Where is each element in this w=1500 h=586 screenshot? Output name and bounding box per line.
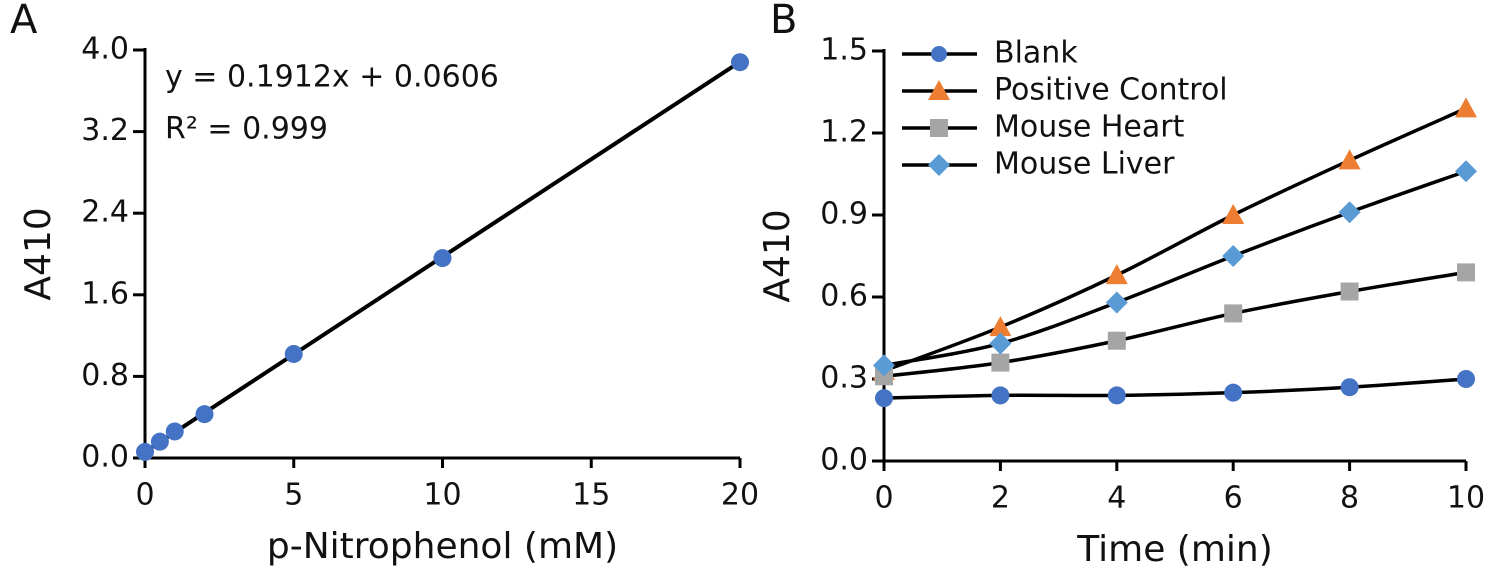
marker bbox=[1107, 331, 1126, 350]
marker bbox=[1105, 264, 1128, 285]
legend-marker bbox=[931, 46, 947, 62]
legend-marker bbox=[928, 154, 950, 176]
series-line bbox=[883, 169, 1467, 368]
x-tick-label: 8 bbox=[1340, 481, 1359, 516]
marker bbox=[989, 316, 1012, 337]
marker bbox=[1222, 245, 1245, 267]
x-tick-label: 10 bbox=[423, 478, 461, 513]
point bbox=[150, 432, 169, 451]
marker bbox=[1340, 378, 1359, 397]
panel-label: A bbox=[10, 0, 38, 43]
x-tick-label: 2 bbox=[991, 481, 1010, 516]
panel-label: B bbox=[770, 0, 797, 43]
x-axis-title: p-Nitrophenol (mM) bbox=[267, 526, 618, 567]
marker bbox=[1455, 97, 1477, 118]
marker bbox=[1457, 370, 1475, 388]
marker bbox=[1338, 149, 1361, 170]
legend-label: Blank bbox=[994, 36, 1078, 71]
marker bbox=[1457, 263, 1475, 282]
marker bbox=[1224, 304, 1243, 323]
y-axis-title: A410 bbox=[18, 207, 59, 300]
y-tick-label: 3.2 bbox=[81, 113, 129, 148]
x-tick-label: 0 bbox=[874, 481, 893, 516]
y-axis-title: A410 bbox=[757, 209, 798, 302]
y-tick-label: 0.9 bbox=[820, 197, 868, 232]
x-tick-label: 0 bbox=[135, 478, 154, 513]
legend-marker bbox=[928, 80, 950, 100]
marker bbox=[1340, 282, 1359, 301]
x-tick-label: 10 bbox=[1447, 481, 1485, 516]
y-tick-label: 0.3 bbox=[820, 361, 868, 396]
series-line bbox=[883, 377, 1467, 400]
legend-label: Mouse Heart bbox=[994, 110, 1185, 145]
marker bbox=[1338, 201, 1361, 224]
y-tick-label: 1.6 bbox=[81, 276, 129, 311]
x-tick-label: 4 bbox=[1107, 481, 1126, 516]
legend-marker bbox=[930, 119, 948, 137]
y-tick-label: 0.6 bbox=[820, 279, 868, 314]
x-tick-label: 20 bbox=[721, 478, 759, 513]
annotation: y = 0.1912x + 0.0606 bbox=[165, 60, 499, 95]
y-tick-label: 4.0 bbox=[81, 32, 129, 67]
point bbox=[136, 442, 154, 461]
x-tick-label: 5 bbox=[284, 478, 303, 513]
marker bbox=[875, 389, 893, 408]
marker bbox=[991, 353, 1010, 372]
point bbox=[433, 249, 452, 268]
marker bbox=[991, 386, 1010, 405]
marker bbox=[873, 354, 895, 377]
point bbox=[284, 344, 303, 363]
point bbox=[731, 53, 749, 72]
point bbox=[165, 422, 184, 441]
marker bbox=[1107, 386, 1126, 405]
marker bbox=[989, 332, 1012, 355]
series-line bbox=[883, 270, 1467, 379]
legend-label: Positive Control bbox=[994, 73, 1228, 108]
x-axis-title: Time (min) bbox=[1076, 529, 1273, 570]
marker bbox=[1455, 160, 1477, 183]
series-line bbox=[883, 106, 1467, 373]
marker bbox=[1224, 383, 1243, 402]
marker bbox=[1222, 204, 1245, 224]
y-tick-label: 0.0 bbox=[81, 440, 129, 475]
annotation: R² = 0.999 bbox=[165, 112, 328, 147]
point bbox=[195, 405, 214, 424]
y-tick-label: 0.8 bbox=[81, 358, 129, 393]
marker bbox=[1105, 291, 1128, 314]
x-tick-label: 6 bbox=[1224, 481, 1243, 516]
x-tick-label: 15 bbox=[572, 478, 610, 513]
y-tick-label: 2.4 bbox=[81, 195, 129, 230]
y-tick-label: 1.5 bbox=[820, 33, 868, 68]
legend-label: Mouse Liver bbox=[994, 147, 1175, 182]
y-tick-label: 1.2 bbox=[820, 115, 868, 150]
y-tick-label: 0.0 bbox=[820, 443, 868, 478]
